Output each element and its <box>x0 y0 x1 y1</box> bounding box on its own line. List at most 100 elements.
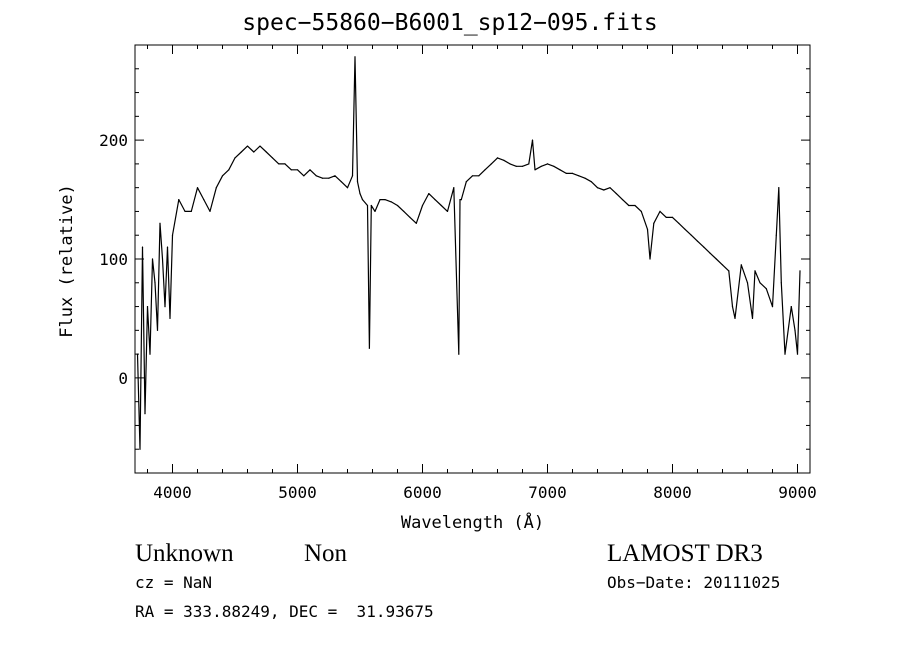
spectrum-point <box>678 222 680 224</box>
spectrum-point <box>446 210 449 212</box>
spectrum-point <box>503 159 505 161</box>
spectrum-point <box>754 270 756 272</box>
spectrum-point <box>565 172 567 174</box>
spectrum-point <box>184 210 186 212</box>
spectrum-point <box>240 151 242 153</box>
spectrum-point <box>553 165 555 167</box>
spectrum-point <box>379 199 381 201</box>
obs-date-label: Obs−Date: 20111025 <box>607 573 781 592</box>
spectrum-point <box>771 306 774 308</box>
spectrum-point <box>531 139 534 141</box>
spectrum-point <box>321 177 324 179</box>
spectrum-point <box>390 201 392 203</box>
spectrum-point <box>460 199 462 201</box>
spectrum-point <box>366 204 369 207</box>
spectrum-point <box>603 189 605 191</box>
spectrum-point <box>164 306 166 308</box>
spectrum-point <box>458 353 460 355</box>
spectrum-point <box>799 270 801 272</box>
spectrum-point <box>540 165 542 167</box>
spectrum-point <box>309 169 311 171</box>
spectrum-point <box>640 210 642 212</box>
spectrum-point <box>740 264 742 266</box>
y-tick-label: 100 <box>99 250 128 269</box>
spectrum-point <box>715 258 717 260</box>
spectrum-point <box>403 210 405 212</box>
spectrum-point <box>796 353 799 355</box>
spectrum-point <box>215 187 217 189</box>
spectrum-point <box>684 228 686 230</box>
spectrum-point <box>396 204 399 207</box>
spectrum-point <box>409 216 411 218</box>
spectrum-point <box>559 169 561 171</box>
spectrum-point <box>166 246 169 248</box>
spectrum-point <box>590 181 592 183</box>
spectrum-point <box>159 222 161 224</box>
spectrum-point <box>149 353 151 355</box>
y-tick-label: 0 <box>118 369 128 388</box>
spectrum-point <box>515 165 517 167</box>
spectrum-point <box>571 172 574 174</box>
spectrum-point <box>169 317 171 319</box>
spectrum-point <box>151 258 154 260</box>
spectrum-point <box>690 234 692 236</box>
spectrum-point <box>471 175 474 177</box>
spectrum-point <box>434 199 436 201</box>
spectrum-point <box>703 246 705 248</box>
spectrum-point <box>478 175 480 177</box>
spectrum-point <box>144 413 146 415</box>
plot-frame <box>134 44 811 474</box>
spectrum-point <box>303 175 305 177</box>
spectrum-point <box>178 199 180 201</box>
spectrum-point <box>374 210 376 212</box>
spectrum-point <box>328 177 330 179</box>
spectrum-point <box>190 210 192 212</box>
x-tick-label: 8000 <box>653 483 692 502</box>
spectrum-point <box>751 317 754 319</box>
spectrum-point <box>359 193 361 195</box>
spectrum-point <box>465 181 467 183</box>
x-tick-label: 5000 <box>278 483 317 502</box>
spectrum-point <box>384 199 386 201</box>
spectrum-point <box>196 187 199 189</box>
y-axis-label: Flux (relative) <box>57 184 77 338</box>
spectrum-point <box>296 169 299 171</box>
spectrum-point <box>209 210 211 212</box>
chart-title: spec−55860−B6001_sp12−095.fits <box>242 10 658 36</box>
spectrum-point <box>628 204 630 207</box>
spectrum-point <box>721 264 724 266</box>
spectrum-point <box>534 169 536 171</box>
spectrum-point <box>490 163 492 165</box>
spectrum-point <box>351 175 354 177</box>
redshift-label: cz = NaN <box>135 573 213 592</box>
spectrum-point <box>621 199 624 201</box>
spectrum-point <box>578 175 580 177</box>
spectrum-point <box>765 288 767 290</box>
spectrum-point <box>346 187 349 189</box>
spectrum-point <box>759 282 761 284</box>
x-tick-label: 9000 <box>778 483 817 502</box>
spectrum-point <box>671 216 674 218</box>
x-tick-label: 4000 <box>153 483 192 502</box>
spectrum-point <box>156 329 159 331</box>
spectrum-point <box>649 258 651 260</box>
spectrum-point <box>141 246 144 248</box>
spectrum-point <box>784 353 786 355</box>
x-tick-label: 6000 <box>403 483 442 502</box>
spectrum-point <box>290 169 292 171</box>
spectrum-point <box>746 282 749 284</box>
spectrum-point <box>634 204 636 207</box>
spectrum-point <box>334 175 336 177</box>
spectrum-point <box>234 157 236 159</box>
spectrum-point <box>368 347 370 349</box>
spectrum-point <box>354 56 356 58</box>
spectrum-point <box>315 175 317 177</box>
spectrum-point <box>484 169 486 171</box>
survey-label: LAMOST DR3 <box>607 540 763 567</box>
spectrum-point <box>731 306 734 308</box>
y-tick-label: 200 <box>99 131 128 150</box>
spectrum-point <box>154 282 156 284</box>
spectrum-point <box>615 193 617 195</box>
spectrum-point <box>278 163 280 165</box>
